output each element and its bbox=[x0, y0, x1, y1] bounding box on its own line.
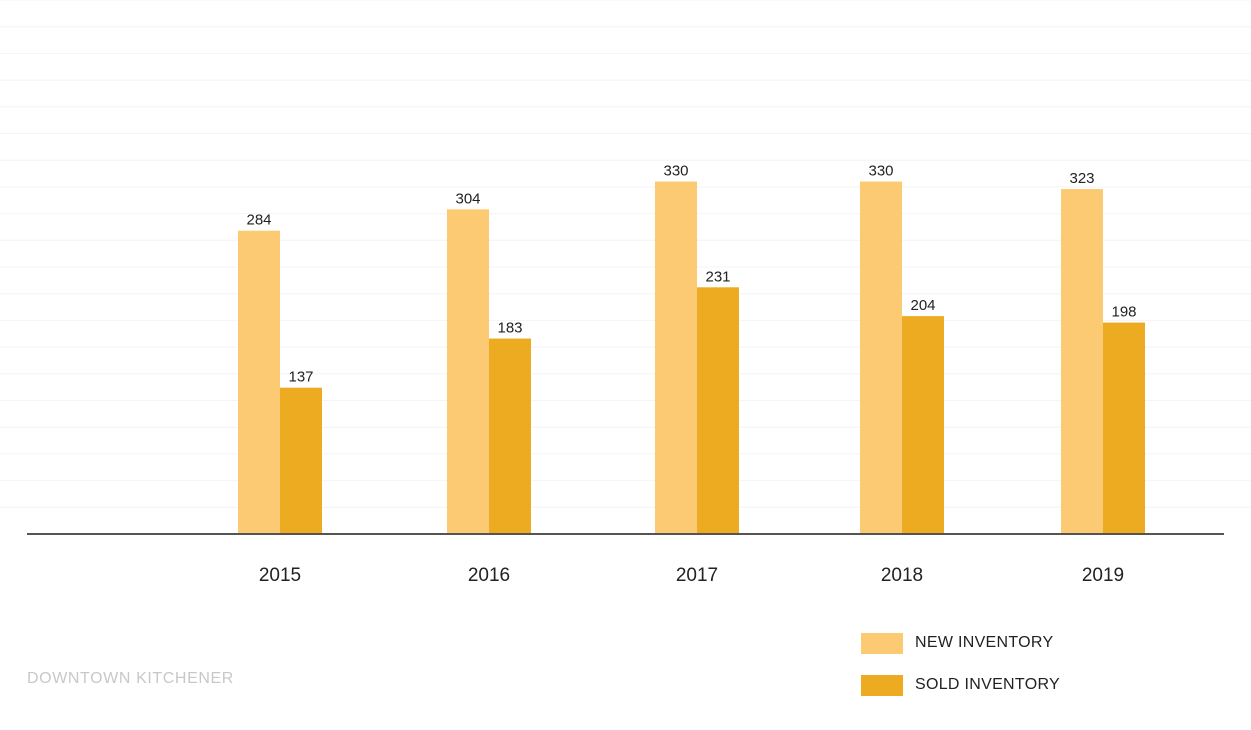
data-label-new-2017: 330 bbox=[663, 163, 688, 180]
x-tick-label-2019: 2019 bbox=[1082, 565, 1124, 586]
x-tick-label-2017: 2017 bbox=[676, 565, 718, 586]
x-tick-label-2016: 2016 bbox=[468, 565, 510, 586]
data-label-sold-2016: 183 bbox=[497, 320, 522, 337]
legend-item-new-inventory: NEW INVENTORY bbox=[861, 622, 1060, 664]
gridlines bbox=[0, 0, 1251, 508]
x-tick-label-2015: 2015 bbox=[259, 565, 301, 586]
bar-new-2017 bbox=[655, 181, 697, 534]
bar-new-2016 bbox=[447, 209, 489, 534]
data-label-sold-2018: 204 bbox=[910, 297, 935, 314]
data-label-new-2019: 323 bbox=[1069, 170, 1094, 187]
x-tick-labels: 2015 2016 2017 2018 2019 bbox=[259, 565, 1124, 586]
bar-sold-2018 bbox=[902, 316, 944, 534]
data-label-new-2015: 284 bbox=[246, 212, 271, 229]
bar-new-2018 bbox=[860, 181, 902, 534]
bar-sold-2016 bbox=[489, 338, 531, 534]
bar-new-2015 bbox=[238, 230, 280, 535]
bar-sold-2017 bbox=[697, 287, 739, 534]
legend: NEW INVENTORY SOLD INVENTORY bbox=[861, 622, 1060, 706]
data-label-new-2018: 330 bbox=[868, 163, 893, 180]
bar-sold-2019 bbox=[1103, 322, 1145, 534]
data-label-sold-2015: 137 bbox=[288, 369, 313, 386]
source-label: DOWNTOWN KITCHENER bbox=[27, 670, 234, 687]
x-tick-label-2018: 2018 bbox=[881, 565, 923, 586]
legend-label-new-inventory: NEW INVENTORY bbox=[915, 634, 1054, 651]
data-label-new-2016: 304 bbox=[455, 190, 480, 207]
bars bbox=[238, 181, 1145, 535]
bar-new-2019 bbox=[1061, 189, 1103, 534]
legend-swatch-sold-inventory bbox=[861, 674, 903, 696]
legend-item-sold-inventory: SOLD INVENTORY bbox=[861, 664, 1060, 706]
data-label-sold-2019: 198 bbox=[1111, 304, 1136, 321]
legend-label-sold-inventory: SOLD INVENTORY bbox=[915, 676, 1060, 693]
data-label-sold-2017: 231 bbox=[705, 268, 730, 285]
data-labels: 284 137 304 183 330 231 330 204 323 198 bbox=[246, 163, 1136, 386]
legend-swatch-new-inventory bbox=[861, 632, 903, 654]
bar-sold-2015 bbox=[280, 387, 322, 534]
